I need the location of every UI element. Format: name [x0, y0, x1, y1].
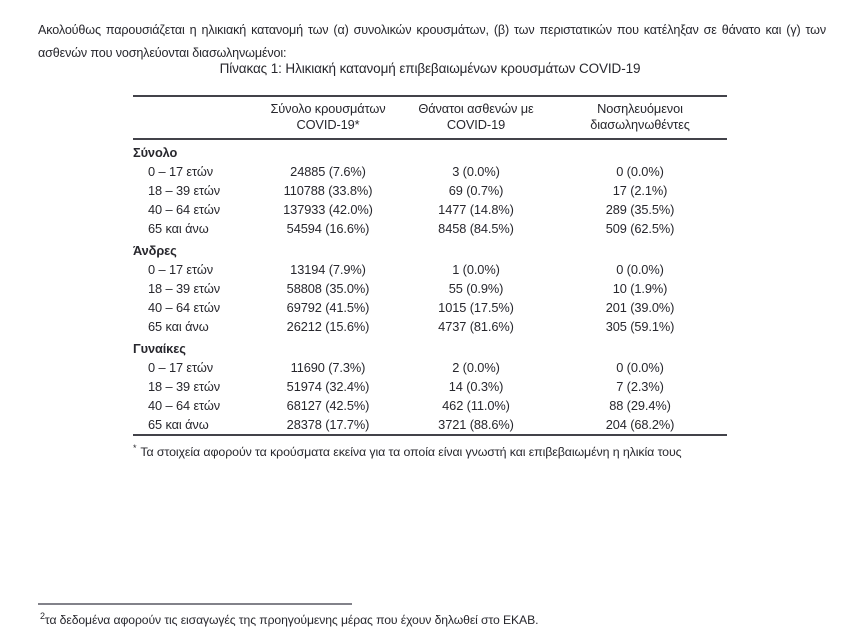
cell-intubated: 0 (0.0%): [616, 164, 664, 179]
age-band-label: 18 – 39 ετών: [148, 183, 221, 198]
age-band-label: 18 – 39 ετών: [148, 281, 221, 296]
table-row: 0 – 17 ετών 13194 (7.9%) 1 (0.0%) 0 (0.0…: [133, 260, 727, 279]
column-header-intubated-line2: διασωληνωθέντες: [590, 117, 690, 132]
age-band-label: 40 – 64 ετών: [148, 300, 221, 315]
cell-intubated: 0 (0.0%): [616, 360, 664, 375]
group-header-row-men: Άνδρες: [133, 238, 727, 260]
cell-deaths: 462 (11.0%): [442, 398, 510, 413]
cell-intubated: 305 (59.1%): [605, 319, 675, 334]
table-container: Σύνολο κρουσμάτων COVID-19* Θάνατοι ασθε…: [133, 95, 727, 460]
cell-total-cases: 28378 (17.7%): [286, 417, 370, 432]
cell-deaths: 2 (0.0%): [452, 360, 500, 375]
cell-deaths: 1 (0.0%): [452, 262, 500, 277]
cell-deaths: 4737 (81.6%): [438, 319, 514, 334]
table-row: 0 – 17 ετών 24885 (7.6%) 3 (0.0%) 0 (0.0…: [133, 162, 727, 181]
age-band-label: 40 – 64 ετών: [148, 398, 221, 413]
table-row: 18 – 39 ετών 51974 (32.4%) 14 (0.3%) 7 (…: [133, 377, 727, 396]
table-row: 40 – 64 ετών 137933 (42.0%) 1477 (14.8%)…: [133, 200, 727, 219]
page-footnote-body: τα δεδομένα αφορούν τις εισαγωγές της πρ…: [44, 613, 539, 628]
page-footnote: 2τα δεδομένα αφορούν τις εισαγωγές της π…: [38, 603, 828, 629]
cell-total-cases: 54594 (16.6%): [286, 221, 370, 236]
cell-total-cases: 13194 (7.9%): [290, 262, 366, 277]
table-row: 40 – 64 ετών 68127 (42.5%) 462 (11.0%) 8…: [133, 396, 727, 415]
intro-paragraph: Ακολούθως παρουσιάζεται η ηλικιακή καταν…: [38, 22, 826, 60]
cell-deaths: 8458 (84.5%): [438, 221, 514, 236]
table-row: 65 και άνω 28378 (17.7%) 3721 (88.6%) 20…: [133, 415, 727, 435]
table-footnote: * Τα στοιχεία αφορούν τα κρούσματα εκείνα…: [133, 436, 727, 460]
column-header-empty: [133, 96, 257, 139]
age-band-label: 0 – 17 ετών: [148, 360, 214, 375]
table-row: 0 – 17 ετών 11690 (7.3%) 2 (0.0%) 0 (0.0…: [133, 358, 727, 377]
cell-intubated: 7 (2.3%): [616, 379, 664, 394]
cell-deaths: 55 (0.9%): [448, 281, 504, 296]
age-band-label: 18 – 39 ετών: [148, 379, 221, 394]
cell-intubated: 0 (0.0%): [616, 262, 664, 277]
group-header-row-total: Σύνολο: [133, 139, 727, 162]
cell-intubated: 10 (1.9%): [612, 281, 668, 296]
cell-total-cases: 26212 (15.6%): [286, 319, 370, 334]
table-footnote-marker: *: [133, 443, 137, 453]
age-band-label: 65 και άνω: [148, 417, 209, 432]
cell-intubated: 201 (39.0%): [605, 300, 675, 315]
cell-intubated: 204 (68.2%): [605, 417, 675, 432]
table-row: 40 – 64 ετών 69792 (41.5%) 1015 (17.5%) …: [133, 298, 727, 317]
group-header-row-women: Γυναίκες: [133, 336, 727, 358]
cell-total-cases: 68127 (42.5%): [286, 398, 370, 413]
group-label: Σύνολο: [133, 145, 178, 160]
table-footnote-text: Τα στοιχεία αφορούν τα κρούσματα εκείνα …: [140, 445, 682, 460]
footnote-separator-line: [38, 603, 352, 605]
cell-deaths: 14 (0.3%): [448, 379, 504, 394]
cell-total-cases: 69792 (41.5%): [286, 300, 370, 315]
cell-intubated: 289 (35.5%): [605, 202, 675, 217]
column-header-total-cases-line2: COVID-19*: [296, 117, 360, 132]
column-header-intubated: Νοσηλευόμενοι διασωληνωθέντες: [553, 96, 727, 139]
cell-total-cases: 137933 (42.0%): [283, 202, 373, 217]
table-header-row: Σύνολο κρουσμάτων COVID-19* Θάνατοι ασθε…: [133, 96, 727, 139]
column-header-deaths-line2: COVID-19: [446, 117, 506, 132]
column-header-total-cases: Σύνολο κρουσμάτων COVID-19*: [257, 96, 399, 139]
page-footnote-marker: 2: [40, 611, 45, 621]
table-header: Σύνολο κρουσμάτων COVID-19* Θάνατοι ασθε…: [133, 96, 727, 139]
group-label: Άνδρες: [133, 243, 177, 258]
age-band-label: 65 και άνω: [148, 221, 209, 236]
cell-total-cases: 58808 (35.0%): [286, 281, 370, 296]
table-row: 18 – 39 ετών 58808 (35.0%) 55 (0.9%) 10 …: [133, 279, 727, 298]
cell-total-cases: 11690 (7.3%): [290, 360, 366, 375]
column-header-intubated-line1: Νοσηλευόμενοι: [597, 101, 683, 116]
cell-deaths: 3721 (88.6%): [438, 417, 514, 432]
age-band-label: 40 – 64 ετών: [148, 202, 221, 217]
column-header-deaths-line1: Θάνατοι ασθενών με: [418, 101, 534, 116]
cell-intubated: 509 (62.5%): [605, 221, 675, 236]
table-row: 65 και άνω 26212 (15.6%) 4737 (81.6%) 30…: [133, 317, 727, 336]
cell-total-cases: 51974 (32.4%): [286, 379, 370, 394]
cell-deaths: 1015 (17.5%): [438, 300, 514, 315]
table-row: 18 – 39 ετών 110788 (33.8%) 69 (0.7%) 17…: [133, 181, 727, 200]
page-footnote-text: 2τα δεδομένα αφορούν τις εισαγωγές της π…: [38, 608, 828, 629]
table-title: Πίνακας 1: Ηλικιακή κατανομή επιβεβαιωμέ…: [219, 61, 641, 76]
column-header-total-cases-line1: Σύνολο κρουσμάτων: [270, 101, 386, 116]
cell-total-cases: 24885 (7.6%): [290, 164, 366, 179]
group-label: Γυναίκες: [133, 341, 186, 356]
cell-intubated: 88 (29.4%): [609, 398, 671, 413]
cell-intubated: 17 (2.1%): [612, 183, 668, 198]
age-band-label: 0 – 17 ετών: [148, 164, 214, 179]
age-band-label: 0 – 17 ετών: [148, 262, 214, 277]
cell-total-cases: 110788 (33.8%): [283, 183, 373, 198]
covid-age-distribution-table: Σύνολο κρουσμάτων COVID-19* Θάνατοι ασθε…: [133, 95, 727, 436]
table-row: 65 και άνω 54594 (16.6%) 8458 (84.5%) 50…: [133, 219, 727, 238]
cell-deaths: 3 (0.0%): [452, 164, 500, 179]
age-band-label: 65 και άνω: [148, 319, 209, 334]
table-body: Σύνολο 0 – 17 ετών 24885 (7.6%) 3 (0.0%)…: [133, 139, 727, 435]
cell-deaths: 69 (0.7%): [448, 183, 504, 198]
column-header-deaths: Θάνατοι ασθενών με COVID-19: [399, 96, 553, 139]
cell-deaths: 1477 (14.8%): [438, 202, 514, 217]
